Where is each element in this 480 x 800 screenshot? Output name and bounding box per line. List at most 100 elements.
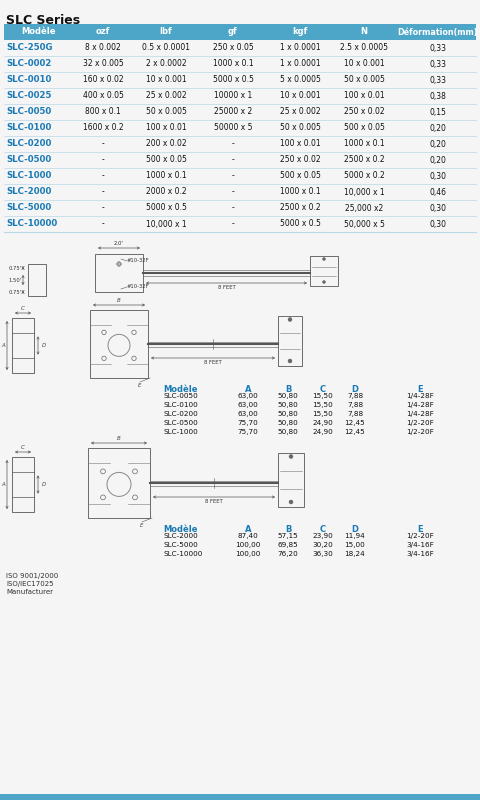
Text: kgf: kgf [292,27,308,37]
Text: 250 x 0.05: 250 x 0.05 [213,43,253,53]
Text: 63,00: 63,00 [238,402,258,408]
Bar [28,264,46,296]
Text: 3/4-16F: 3/4-16F [406,542,434,548]
Text: 50,80: 50,80 [277,393,299,399]
Text: -: - [232,203,234,213]
Text: 11,94: 11,94 [345,533,365,539]
Text: 500 x 0.05: 500 x 0.05 [279,171,321,181]
Text: 0,38: 0,38 [430,91,446,101]
Text: B: B [117,298,121,303]
Text: 1/4-28F: 1/4-28F [406,393,434,399]
Text: 0,33: 0,33 [430,59,446,69]
Text: C: C [21,306,25,311]
Text: SLC-1000: SLC-1000 [6,171,51,181]
Text: 87,40: 87,40 [238,533,258,539]
Text: 1/2-20F: 1/2-20F [406,429,434,435]
Text: 250 x 0.02: 250 x 0.02 [344,107,384,117]
Text: E: E [417,525,423,534]
Text: SLC-0500: SLC-0500 [163,420,198,426]
Text: 5000 x 0.5: 5000 x 0.5 [213,75,253,85]
Text: 3/4-16F: 3/4-16F [406,551,434,557]
Text: Manufacturer: Manufacturer [6,589,53,595]
Text: 30,20: 30,20 [312,542,334,548]
Text: 10000 x 1: 10000 x 1 [214,91,252,101]
Text: 100 x 0.01: 100 x 0.01 [280,139,320,149]
Text: C: C [320,385,326,394]
Text: 1600 x 0.2: 1600 x 0.2 [83,123,123,133]
Circle shape [289,454,293,458]
Text: 63,00: 63,00 [238,411,258,417]
Text: 1/4-28F: 1/4-28F [406,402,434,408]
Bar [310,256,338,286]
Text: SLC-10000: SLC-10000 [163,551,203,557]
Text: N: N [360,27,368,37]
Text: -: - [102,203,104,213]
Text: ozf: ozf [96,27,110,37]
Text: 1/2-20F: 1/2-20F [406,420,434,426]
Text: 2500 x 0.2: 2500 x 0.2 [344,155,384,165]
Text: 12,45: 12,45 [345,420,365,426]
Text: -: - [232,171,234,181]
Text: E: E [138,383,142,388]
Text: 7,88: 7,88 [347,402,363,408]
Text: 1 x 0.0001: 1 x 0.0001 [280,59,320,69]
Text: 5000 x 0.5: 5000 x 0.5 [279,219,321,229]
Text: 25,000 x2: 25,000 x2 [345,203,383,213]
Text: 63,00: 63,00 [238,393,258,399]
Circle shape [323,258,325,261]
Circle shape [288,359,292,363]
Text: 1000 x 0.1: 1000 x 0.1 [344,139,384,149]
Text: 50,80: 50,80 [277,402,299,408]
Bar [12,457,34,512]
Text: lbf: lbf [160,27,172,37]
Text: 10 x 0.001: 10 x 0.001 [344,59,384,69]
Text: C: C [21,445,25,450]
Text: 23,90: 23,90 [312,533,334,539]
Text: 500 x 0.05: 500 x 0.05 [344,123,384,133]
Text: 0,30: 0,30 [430,171,446,181]
Text: 69,85: 69,85 [277,542,299,548]
Text: 15,00: 15,00 [345,542,365,548]
Text: 800 x 0.1: 800 x 0.1 [85,107,121,117]
Text: #10-32F: #10-32F [127,285,150,290]
Text: 50 x 0.005: 50 x 0.005 [145,107,186,117]
Text: 100,00: 100,00 [235,551,261,557]
Text: B: B [285,385,291,394]
Text: 200 x 0.02: 200 x 0.02 [146,139,186,149]
Text: 0.75': 0.75' [9,266,22,270]
Text: SLC Series: SLC Series [6,14,80,27]
Text: -: - [102,155,104,165]
Text: 10 x 0.001: 10 x 0.001 [146,75,186,85]
Text: 0,15: 0,15 [430,107,446,117]
Text: 8 x 0.002: 8 x 0.002 [85,43,121,53]
Text: -: - [232,187,234,197]
Text: 5000 x 0.2: 5000 x 0.2 [344,171,384,181]
Circle shape [289,500,293,504]
Text: 32 x 0.005: 32 x 0.005 [83,59,123,69]
Text: -: - [102,187,104,197]
Text: -: - [102,139,104,149]
Text: 100 x 0.01: 100 x 0.01 [344,91,384,101]
Text: 2 x 0.0002: 2 x 0.0002 [146,59,186,69]
Text: 250 x 0.02: 250 x 0.02 [280,155,320,165]
Text: gf: gf [228,27,238,37]
Text: #10-32F: #10-32F [127,258,150,263]
Text: B: B [285,525,291,534]
Text: SLC-0200: SLC-0200 [163,411,198,417]
Text: Modèle: Modèle [163,525,197,534]
Text: 1/2-20F: 1/2-20F [406,533,434,539]
Text: 50,80: 50,80 [277,420,299,426]
Text: 0,33: 0,33 [430,75,446,85]
Bar [278,316,302,366]
Text: SLC-5000: SLC-5000 [163,542,198,548]
Text: 36,30: 36,30 [312,551,334,557]
Text: -: - [102,171,104,181]
Text: 18,24: 18,24 [345,551,365,557]
Text: SLC-5000: SLC-5000 [6,203,51,213]
Text: Modèle: Modèle [21,27,55,37]
Text: 1000 x 0.1: 1000 x 0.1 [146,171,186,181]
Text: 50000 x 5: 50000 x 5 [214,123,252,133]
Text: 1000 x 0.1: 1000 x 0.1 [213,59,253,69]
Text: SLC-0100: SLC-0100 [6,123,51,133]
Text: 25 x 0.002: 25 x 0.002 [146,91,186,101]
